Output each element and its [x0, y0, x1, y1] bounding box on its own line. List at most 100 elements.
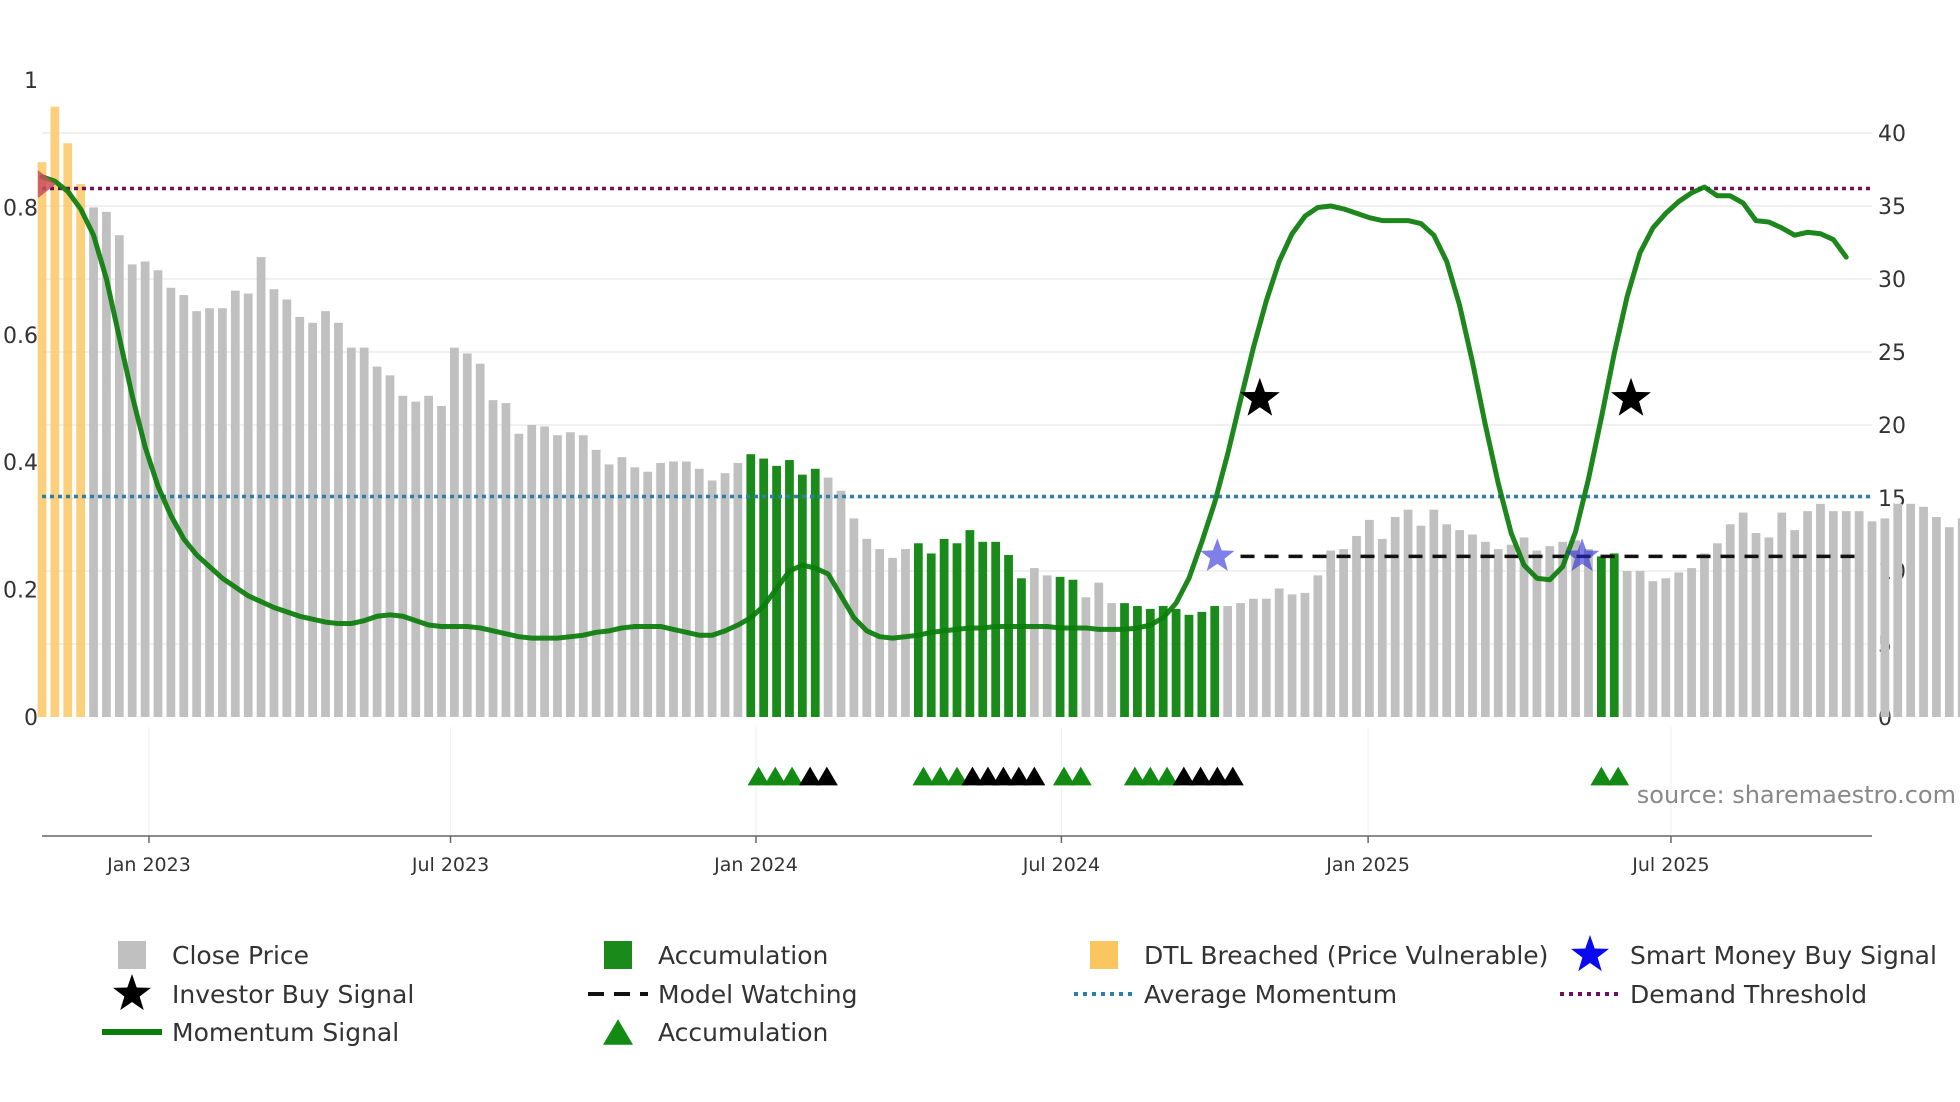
close-price-bar	[823, 477, 833, 717]
dtl-breached-bar	[76, 184, 86, 718]
close-price-bar	[681, 461, 691, 717]
close-price-bar	[1261, 598, 1271, 717]
close-price-bar	[398, 395, 408, 717]
legend-star-icon	[112, 974, 152, 1011]
close-price-bar	[102, 211, 111, 717]
accumulation-bar	[913, 543, 923, 717]
accumulation-bar	[1197, 611, 1207, 717]
close-price-bar	[1287, 594, 1297, 717]
accumulation-triangle	[946, 766, 968, 786]
left-tick-label: 1	[24, 69, 38, 94]
close-price-bar	[1042, 575, 1052, 717]
signal-triangle-black	[1007, 766, 1030, 786]
legend-triangle-icon	[603, 1019, 633, 1045]
close-price-bar	[1416, 525, 1426, 717]
x-tick-label: Jul 2025	[1631, 854, 1709, 876]
close-price-bar	[540, 426, 549, 717]
accumulation-bar	[1171, 608, 1181, 717]
accumulation-bar	[785, 460, 794, 717]
close-price-bar	[1725, 524, 1735, 717]
momentum-signal	[39, 174, 1849, 641]
accumulation-triangle	[912, 766, 935, 786]
left-y-axis: 0 0.2 0.4 0.6 0.8 1	[3, 69, 38, 731]
close-price-bar	[1764, 537, 1774, 717]
close-price-bar	[1223, 606, 1233, 717]
accumulation-bar	[746, 454, 756, 717]
accumulation-bar	[759, 458, 769, 717]
accumulation-triangle	[929, 766, 952, 786]
legend-item: Accumulation	[604, 941, 828, 970]
smart-money-buy-star	[1564, 538, 1600, 571]
legend-item: DTL Breached (Price Vulnerable)	[1090, 941, 1548, 970]
legend-label: Average Momentum	[1144, 980, 1397, 1009]
legend-item: Investor Buy Signal	[112, 974, 414, 1011]
close-price-bar	[1365, 519, 1374, 717]
accumulation-triangle	[1156, 766, 1179, 786]
close-price-bar	[385, 375, 395, 717]
close-price-bar	[1107, 603, 1117, 717]
legend-item: Accumulation	[603, 1018, 828, 1047]
close-price-bar	[694, 468, 704, 717]
close-price-bar	[901, 549, 910, 717]
close-price-bar	[243, 293, 253, 717]
accumulation-bar	[939, 538, 949, 717]
legend-square-icon	[604, 941, 632, 969]
close-price-bar	[127, 264, 137, 717]
close-price-bar	[1029, 568, 1039, 717]
close-price-bar	[359, 347, 369, 717]
signal-triangle-black	[992, 766, 1015, 786]
accumulation-bar	[810, 468, 820, 717]
close-price-bar	[1532, 550, 1542, 717]
close-price-bar	[1867, 521, 1877, 717]
close-price-bar	[604, 464, 614, 717]
close-price-bar	[1777, 512, 1787, 717]
close-price-bar	[1906, 503, 1916, 717]
legend-label: Smart Money Buy Signal	[1630, 941, 1937, 970]
left-tick-label: 0.8	[3, 196, 38, 221]
close-price-bar	[1571, 540, 1580, 717]
legend-label: Close Price	[172, 941, 309, 970]
left-tick-label: 0	[24, 706, 38, 731]
close-price-bar	[1429, 509, 1439, 717]
investor-buy-star	[1611, 377, 1651, 416]
legend-label: Investor Buy Signal	[172, 980, 414, 1009]
right-tick-label: 40	[1878, 122, 1906, 147]
close-price-bar	[591, 449, 601, 717]
signal-triangle-black	[1206, 766, 1229, 786]
legend-square-icon	[1090, 941, 1118, 969]
close-price-bar	[1300, 592, 1310, 717]
close-price-bar	[836, 490, 846, 717]
legend-item: Demand Threshold	[1560, 980, 1867, 1009]
accumulation-bar	[1210, 606, 1220, 717]
close-price-bars	[37, 106, 1960, 718]
close-price-bar	[1468, 534, 1477, 717]
legend: Close Price Accumulation DTL Breached (Pri…	[102, 935, 1937, 1047]
signal-triangle-black	[1221, 766, 1244, 786]
legend-label: Model Watching	[658, 980, 858, 1009]
close-price-bar	[1700, 553, 1709, 717]
close-price-bar	[411, 401, 421, 717]
signal-triangle-black	[1189, 766, 1212, 786]
source-label: source: sharemaestro.com	[1637, 781, 1956, 809]
close-price-bar	[153, 270, 163, 717]
close-price-bar	[1584, 549, 1593, 717]
accumulation-triangle	[1123, 766, 1146, 786]
close-price-bar	[269, 289, 279, 717]
x-tick-label: Jul 2023	[411, 854, 489, 876]
close-price-bar	[1738, 512, 1748, 717]
accumulation-bar	[1017, 578, 1026, 717]
close-price-bar	[1635, 571, 1645, 717]
accumulation-triangle	[1607, 766, 1630, 786]
legend-item: Momentum Signal	[102, 1018, 399, 1047]
smart-money-buy-star	[1200, 538, 1235, 571]
close-price-bar	[437, 406, 446, 717]
close-price-bar	[1236, 603, 1245, 717]
x-axis: Jan 2023 Jul 2023 Jan 2024 Jul 2024 Jan 2025…	[42, 835, 1872, 876]
close-price-bar	[372, 366, 382, 717]
close-price-bar	[1854, 511, 1864, 717]
close-price-bar	[488, 400, 498, 717]
close-price-bar	[89, 207, 98, 717]
close-price-bar	[643, 471, 653, 717]
signal-triangle-black	[1172, 766, 1195, 786]
close-price-bar	[140, 261, 150, 717]
